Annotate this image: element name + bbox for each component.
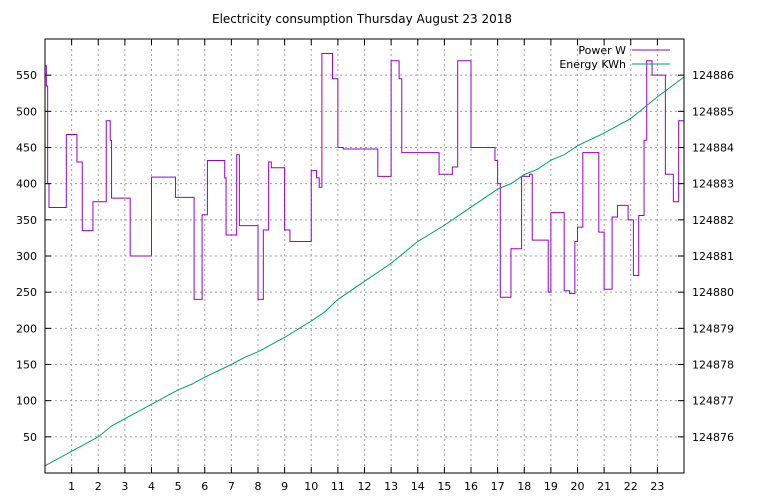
x-tick-label: 8 [255,480,262,493]
y-tick-label: 500 [16,105,37,118]
y-tick-label: 50 [23,431,37,444]
x-tick-label: 7 [228,480,235,493]
x-tick-label: 21 [597,480,611,493]
y2-tick-label: 124883 [692,178,734,191]
series-line-power-w [45,52,684,300]
y2-tick-label: 124879 [692,322,734,335]
x-tick-label: 19 [544,480,558,493]
y-tick-label: 150 [16,359,37,372]
x-tick-label: 9 [281,480,288,493]
y2-tick-label: 124877 [692,395,734,408]
series-layer [44,52,685,467]
y-tick-label: 200 [16,322,37,335]
x-tick-label: 6 [201,480,208,493]
x-axis: 1 2 3 4 5 6 7 8 9 10 11 12 13 14 15 16 17 18 19 20 21 22 23 [68,39,664,493]
y-axis-left: 50 100 150 200 250 300 350 400 450 500 550 [16,69,51,444]
chart-title: Electricity consumption Thursday August … [212,12,512,26]
y2-tick-label: 124886 [692,69,734,82]
x-tick-label: 5 [175,480,182,493]
x-tick-label: 16 [464,480,478,493]
legend-label: Power W [578,44,626,57]
y2-tick-label: 124880 [692,286,734,299]
series-line-energy-kwh [44,76,685,467]
x-tick-label: 18 [517,480,531,493]
x-tick-label: 12 [358,480,372,493]
legend-label: Energy KWh [559,58,626,71]
x-tick-label: 4 [148,480,155,493]
y2-tick-label: 124884 [692,142,734,155]
y-tick-label: 250 [16,286,37,299]
x-tick-label: 1 [68,480,75,493]
y-tick-label: 300 [16,250,37,263]
x-tick-label: 22 [624,480,638,493]
y2-tick-label: 124878 [692,359,734,372]
y2-tick-label: 124881 [692,250,734,263]
y2-tick-label: 124882 [692,214,734,227]
x-tick-label: 14 [411,480,425,493]
y-tick-label: 450 [16,142,37,155]
y-tick-label: 400 [16,178,37,191]
x-tick-label: 20 [571,480,585,493]
y2-tick-label: 124876 [692,431,734,444]
y-tick-label: 550 [16,69,37,82]
x-tick-label: 15 [437,480,451,493]
x-tick-label: 10 [304,480,318,493]
y-axis-right: 124876 124877 124878 124879 124880 124881 1248… [678,69,734,444]
x-tick-label: 2 [95,480,102,493]
y2-tick-label: 124885 [692,105,734,118]
y-tick-label: 100 [16,395,37,408]
y-tick-label: 350 [16,214,37,227]
x-tick-label: 17 [491,480,505,493]
x-tick-label: 11 [331,480,345,493]
x-tick-label: 23 [650,480,664,493]
x-tick-label: 13 [384,480,398,493]
x-tick-label: 3 [121,480,128,493]
